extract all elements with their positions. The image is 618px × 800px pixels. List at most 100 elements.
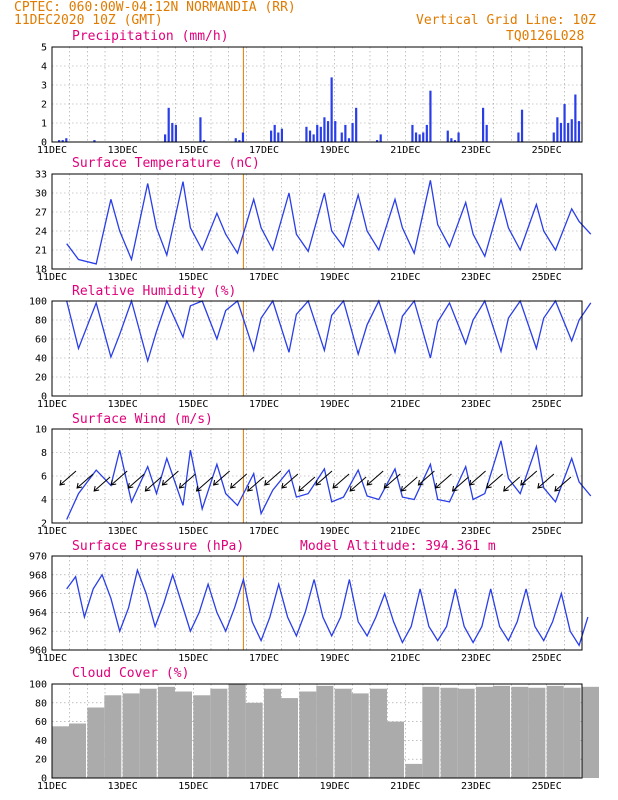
wind-arrow-shaft — [486, 473, 503, 489]
cloud-bar — [334, 688, 352, 778]
cloud-bar — [457, 688, 475, 778]
pressure-ytick-label: 968 — [29, 570, 47, 581]
wind-arrow-shaft — [59, 470, 77, 486]
pressure-panel: 960 962 964 966 968 970 11DEC 13DEC 15DEC 17DEC 19… — [29, 552, 589, 664]
cloud-ytick-label: 60 — [35, 717, 47, 728]
pressure-ytick-label: 960 — [29, 646, 47, 657]
precip-bar — [351, 123, 354, 142]
humidity-frame — [51, 300, 583, 397]
precip-bar — [167, 107, 170, 142]
precip-date-label: 13DEC — [108, 145, 138, 156]
humidity-ytick-label: 20 — [35, 373, 47, 384]
precip-bar — [446, 130, 449, 142]
wind-arrow-shaft — [281, 473, 299, 489]
wind-arrow-head — [366, 479, 373, 486]
wind-ytick-label: 6 — [41, 472, 47, 483]
temperature-date-label: 11DEC — [37, 272, 67, 283]
precip-bar — [457, 132, 460, 142]
temperature-ytick-label: 24 — [35, 227, 47, 238]
wind-arrow-shaft — [349, 476, 367, 492]
wind-arrow-head — [451, 485, 458, 492]
wind-arrow-head — [503, 485, 509, 492]
wind-ytick-label: 8 — [41, 448, 47, 459]
wind-arrow-shaft — [213, 470, 230, 486]
wind-direction-arrow — [298, 476, 316, 492]
precip-ytick-label: 5 — [41, 43, 47, 54]
wind-arrow-shaft — [298, 476, 316, 492]
wind-arrow-head — [212, 479, 219, 486]
precip-bar — [174, 124, 177, 142]
humidity-ytick-label: 100 — [29, 297, 47, 308]
wind-arrow-shaft — [383, 473, 401, 489]
pressure-date-label: 13DEC — [108, 653, 138, 664]
precip-bar — [326, 121, 330, 142]
precip-bar — [305, 126, 308, 142]
temperature-date-label: 23DEC — [461, 272, 491, 283]
humidity-date-label: 15DEC — [178, 399, 208, 410]
precip-bar — [202, 140, 206, 142]
temperature-ytick-label: 18 — [35, 265, 47, 276]
humidity-date-label: 19DEC — [320, 399, 350, 410]
wind-arrow-head — [468, 479, 475, 486]
cloud-bar — [351, 693, 369, 778]
wind-arrow-shaft — [145, 476, 162, 492]
precip-bar — [344, 124, 347, 142]
wind-direction-arrow — [127, 473, 145, 489]
precip-ytick-label: 4 — [41, 62, 47, 73]
precip-date-label: 11DEC — [37, 145, 67, 156]
wind-ytick-label: 2 — [41, 519, 47, 530]
panel-title-precipitation: Precipitation (mm/h) — [72, 29, 229, 44]
pressure-frame — [51, 555, 583, 651]
header-location: CPTEC: 060:00W-04:12N NORMANDIA (RR) — [14, 0, 296, 15]
temperature-series-line — [66, 180, 592, 265]
wind-direction-arrow — [315, 470, 333, 486]
wind-direction-arrow — [178, 473, 196, 489]
wind-date-label: 23DEC — [461, 526, 491, 537]
precip-panel: 0 1 2 3 4 5 11DEC 13DEC 15DEC 17DEC 19DEC 21DEC 23DE… — [37, 43, 583, 156]
wind-direction-arrow — [110, 470, 128, 486]
panel-title-cloud-cover: Cloud Cover (%) — [72, 666, 189, 681]
precip-bar — [552, 132, 555, 142]
precip-bar — [414, 132, 418, 142]
precip-date-label: 15DEC — [178, 145, 208, 156]
cloud-bar — [52, 726, 69, 778]
wind-arrow-shaft — [520, 470, 538, 486]
cloud-ytick-label: 40 — [35, 736, 47, 747]
wind-arrow-head — [178, 482, 185, 489]
humidity-date-label: 17DEC — [249, 399, 279, 410]
wind-series-line — [66, 440, 592, 520]
wind-date-label: 13DEC — [108, 526, 138, 537]
wind-arrow-shaft — [247, 476, 265, 492]
cloud-bar — [87, 707, 105, 778]
precip-date-label: 19DEC — [320, 145, 350, 156]
wind-arrow-head — [230, 482, 236, 489]
wind-direction-arrow — [486, 473, 503, 489]
wind-date-label: 17DEC — [249, 526, 279, 537]
precip-bar — [379, 134, 382, 142]
cloud-bar — [122, 693, 140, 778]
precip-date-label: 21DEC — [390, 145, 420, 156]
precip-bar — [418, 134, 421, 142]
wind-direction-arrow — [161, 470, 179, 486]
wind-direction-arrow — [417, 470, 435, 486]
wind-frame — [51, 428, 583, 524]
cloud-bar — [104, 695, 122, 778]
cloud-bar — [476, 686, 493, 778]
cloud-bar — [422, 686, 440, 778]
precip-bar — [171, 123, 174, 142]
pressure-series-line — [66, 567, 589, 647]
wind-direction-arrow — [520, 470, 538, 486]
humidity-date-label: 23DEC — [461, 399, 491, 410]
precip-bar — [570, 119, 573, 142]
pressure-date-label: 17DEC — [249, 653, 279, 664]
wind-arrow-shaft — [554, 476, 572, 492]
wind-arrow-head — [520, 479, 526, 486]
temperature-panel: 18 21 24 27 30 33 11DEC 13DEC 15DEC 17DEC 19DEC 21D… — [35, 170, 592, 283]
pressure-date-label: 23DEC — [461, 653, 491, 664]
pressure-ytick-label: 970 — [29, 552, 47, 563]
precip-date-label: 17DEC — [249, 145, 279, 156]
cloud-date-label: 15DEC — [178, 781, 208, 792]
header-vertical-grid-note: Vertical Grid Line: 10Z — [416, 13, 596, 28]
cloud-date-label: 19DEC — [320, 781, 350, 792]
wind-direction-arrow — [247, 476, 265, 492]
